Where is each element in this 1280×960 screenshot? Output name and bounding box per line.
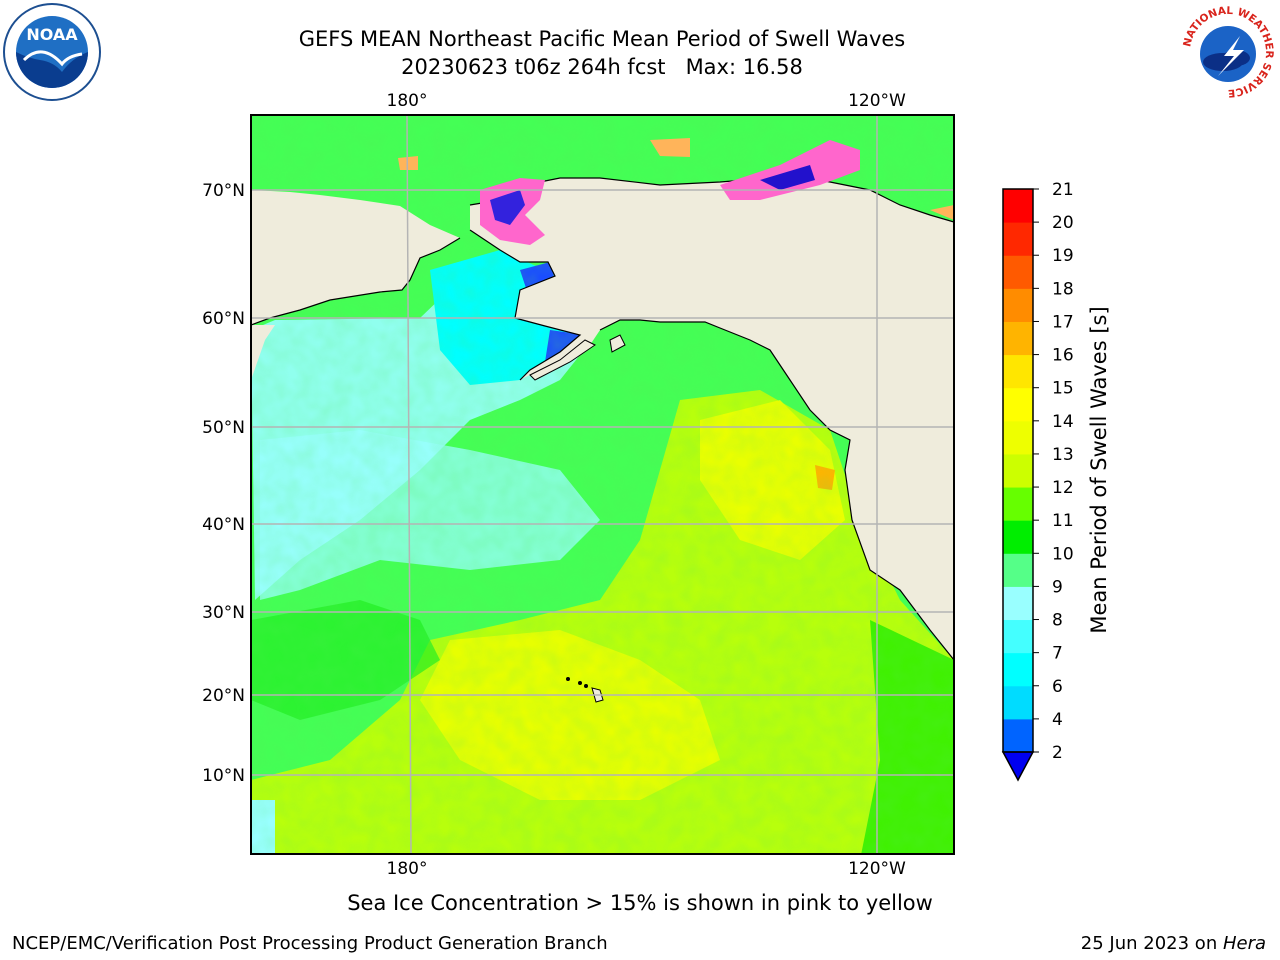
colorbar-tick-label: 6: [1052, 677, 1063, 697]
noaa-logo: NOAA: [3, 3, 101, 101]
colorbar-segment: [1003, 453, 1033, 488]
lat-label-40n: 40°N: [202, 515, 245, 535]
lat-label-10n: 10°N: [202, 766, 245, 786]
colorbar-segment: [1003, 586, 1033, 621]
colorbar-tick-label: 19: [1052, 246, 1074, 266]
colorbar-tick-label: 20: [1052, 213, 1074, 233]
map-gridlines: [251, 115, 954, 854]
lon-label-top-180: 180°: [387, 91, 428, 111]
colorbar-tick-label: 2: [1052, 743, 1063, 763]
kodiak-island: [609, 334, 626, 353]
sea-ice-patch-1: [650, 138, 690, 157]
colorbar-tick-label: 17: [1052, 312, 1074, 332]
run-date: 25 Jun 2023 on Hera: [1081, 933, 1266, 954]
colorbar-tick-label: 11: [1052, 511, 1074, 531]
lat-label-30n: 30°N: [202, 603, 245, 623]
alaska-west-coastline: [469, 229, 582, 381]
nws-logo: NATIONAL WEATHER SERVICE: [1180, 4, 1276, 100]
colorbar-label: Mean Period of Swell Waves [s]: [1087, 306, 1111, 633]
colorbar-tick-label: 10: [1052, 544, 1074, 564]
colorbar-segment: [1003, 222, 1033, 256]
colorbar-segment: [1003, 553, 1033, 587]
aleutian-islands: [529, 339, 596, 381]
forecast-map: 180° 120°W 180° 120°W 70°N 60°N 50°N 40°…: [202, 91, 1111, 879]
colorbar-segment: [1003, 255, 1033, 289]
colorbar-segment: [1003, 189, 1033, 223]
colorbar-tick-label: 4: [1052, 710, 1063, 730]
colorbar-extend-arrow: [1001, 751, 1035, 782]
siberia-coastline: [251, 237, 461, 326]
sea-ice-note: Sea Ice Concentration > 15% is shown in …: [347, 891, 933, 915]
colorbar-tick-label: 12: [1052, 478, 1074, 498]
colorbar-segment: [1003, 652, 1033, 687]
colorbar-segment: [1003, 685, 1033, 720]
sea-ice-chukchi-core: [490, 190, 525, 225]
colorbar-frame: [1002, 188, 1034, 753]
colorbar-tick-label: 16: [1052, 346, 1074, 366]
colorbar-tick-label: 8: [1052, 611, 1063, 631]
run-date-text: 25 Jun 2023 on: [1080, 933, 1223, 954]
credit-text: NCEP/EMC/Verification Post Processing Pr…: [12, 933, 608, 954]
sea-ice-beaufort-core: [760, 165, 815, 190]
chart-title: GEFS MEAN Northeast Pacific Mean Period …: [298, 27, 906, 51]
colorbar-segment: [1003, 718, 1033, 753]
colorbar-segment: [1003, 520, 1033, 554]
system-name: Hera: [1222, 933, 1266, 954]
chart-subtitle: 20230623 t06z 264h fcst Max: 16.58: [401, 55, 803, 79]
sea-ice-beaufort: [720, 140, 860, 200]
colorbar-segment: [1003, 487, 1033, 521]
lon-label-top-120w: 120°W: [848, 91, 906, 111]
noaa-logo-text: NOAA: [26, 25, 78, 44]
colorbar-tick-label: 18: [1052, 279, 1074, 299]
lat-label-70n: 70°N: [202, 181, 245, 201]
colorbar-segment: [1003, 420, 1033, 455]
colorbar-tick-label: 15: [1052, 379, 1074, 399]
pacific-coastline: [599, 319, 954, 661]
sea-ice-patch-3: [930, 205, 954, 220]
colorbar-segment: [1003, 387, 1033, 422]
lon-label-bottom-120w: 120°W: [848, 859, 906, 879]
colorbar-segment: [1003, 288, 1033, 322]
colorbar-tick-label: 14: [1052, 412, 1074, 432]
colorbar-segment: [1003, 321, 1033, 356]
colorbar-tick-label: 21: [1052, 180, 1074, 200]
colorbar-segment: [1003, 619, 1033, 654]
kamchatka-land: [251, 325, 275, 380]
colorbar-segment: [1003, 354, 1033, 389]
map-frame: [250, 114, 955, 855]
map-plot-area: [251, 115, 954, 854]
colorbar-tick-label: 9: [1052, 577, 1063, 597]
colorbar: 2 4 6 7 8 9 10 11 12 13 14 15 16 17 18 19 20 21: [1001, 180, 1074, 782]
lat-label-60n: 60°N: [202, 309, 245, 329]
lon-label-bottom-180: 180°: [387, 859, 428, 879]
colorbar-tick-label: 13: [1052, 445, 1074, 465]
lat-label-50n: 50°N: [202, 418, 245, 438]
colorbar-tick-label: 7: [1052, 644, 1063, 664]
north-america-land: [251, 115, 954, 660]
lat-label-20n: 20°N: [202, 686, 245, 706]
